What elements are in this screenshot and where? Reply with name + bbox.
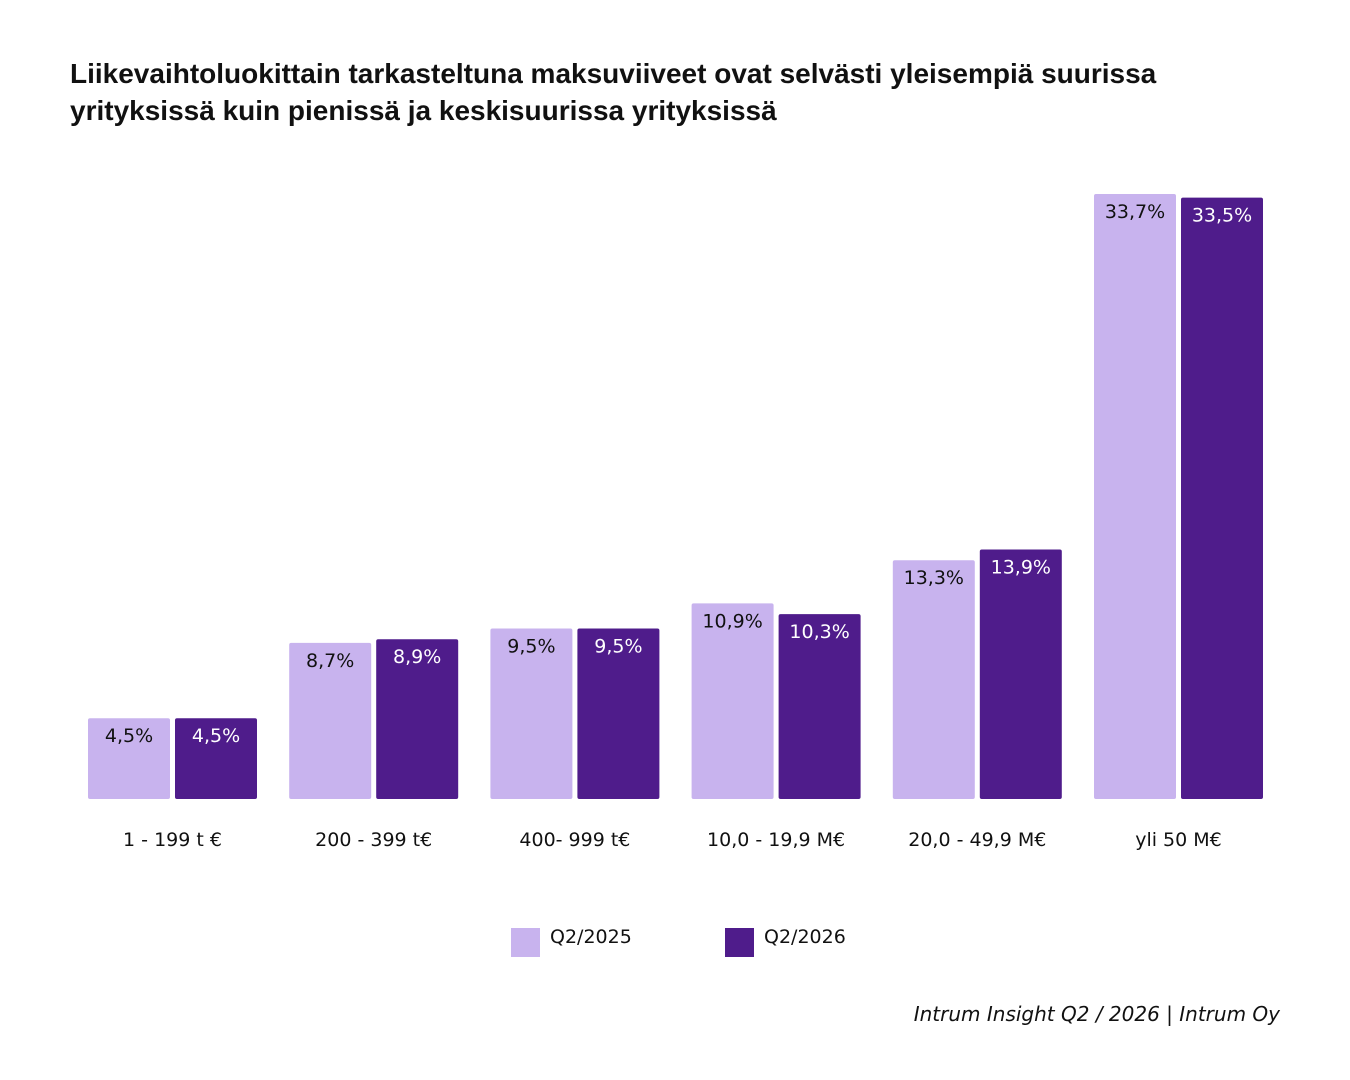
bar-q2-2026-5 [1181,197,1263,799]
category-label-0: 1 - 199 t € [123,829,222,851]
source-credit: Intrum Insight Q2 / 2026 | Intrum Oy [913,1002,1280,1026]
bar-q2-2025-4 [892,560,975,799]
bar-q2-2025-3 [691,603,774,799]
bar-q2-2025-2 [490,628,573,799]
data-label-q2-2025-3: 10,9% [702,610,762,632]
bar-q2-2026-0 [175,718,257,799]
data-label-q2-2026-2: 9,5% [594,635,642,657]
legend-swatch-q2-2026 [725,928,754,957]
data-label-q2-2026-0: 4,5% [192,725,240,747]
legend-swatch-q2-2025 [511,928,540,957]
data-label-q2-2025-5: 33,7% [1105,201,1165,223]
bar-q2-2026-4 [979,549,1062,799]
category-label-5: yli 50 M€ [1135,829,1222,851]
bar-q2-2026-2 [577,628,660,799]
bar-q2-2025-5 [1094,194,1176,799]
data-label-q2-2025-4: 13,3% [904,567,964,589]
category-label-3: 10,0 - 19,9 M€ [707,829,845,851]
bar-q2-2025-1 [289,642,372,799]
bar-q2-2025-0 [88,718,170,799]
data-label-q2-2025-1: 8,7% [306,650,354,672]
legend-item-q2-2025: Q2/2025 [511,925,632,957]
chart-title: Liikevaihtoluokittain tarkasteltuna maks… [70,58,1157,126]
bar-chart: 4,5% 4,5% 1 - 199 t € 8,7% 8,9% 200 - 399 t€ 9… [88,194,1263,851]
legend: Q2/2025 Q2/2026 [0,925,1350,960]
data-label-q2-2026-5: 33,5% [1192,205,1252,227]
data-label-q2-2026-1: 8,9% [393,646,441,668]
category-label-1: 200 - 399 t€ [315,829,432,851]
data-label-q2-2026-3: 10,3% [789,621,849,643]
legend-label-q2-2026: Q2/2026 [764,925,846,948]
data-label-q2-2025-0: 4,5% [105,725,153,747]
data-label-q2-2026-4: 13,9% [991,556,1051,578]
category-label-4: 20,0 - 49,9 M€ [908,829,1046,851]
legend-label-q2-2025: Q2/2025 [550,925,632,948]
category-label-2: 400- 999 t€ [519,829,630,851]
legend-item-q2-2026: Q2/2026 [725,925,846,957]
bar-q2-2026-3 [778,614,861,799]
data-label-q2-2025-2: 9,5% [507,635,555,657]
bar-q2-2026-1 [376,639,459,799]
